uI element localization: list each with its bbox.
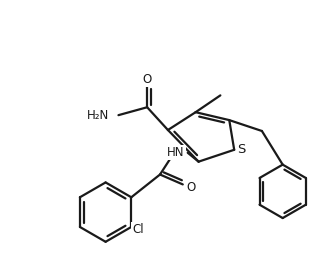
Text: H₂N: H₂N xyxy=(87,109,109,122)
Text: O: O xyxy=(143,73,152,86)
Text: S: S xyxy=(237,143,245,156)
Text: HN: HN xyxy=(167,146,185,159)
Text: Cl: Cl xyxy=(132,223,144,236)
Text: O: O xyxy=(186,181,195,194)
